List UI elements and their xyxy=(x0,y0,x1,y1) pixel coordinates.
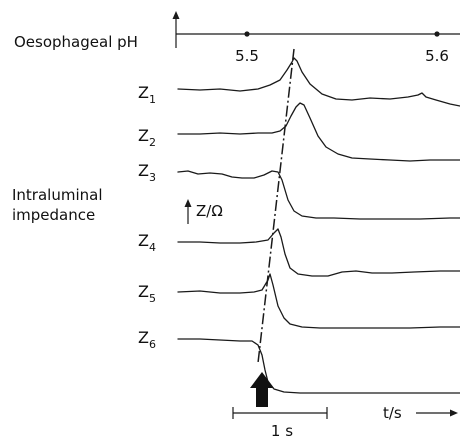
channel-label-z2: Z2 xyxy=(138,126,156,149)
impedance-trace-z1 xyxy=(177,57,460,107)
bolus-propagation-line xyxy=(257,48,295,364)
ph-tick-marker xyxy=(434,31,440,37)
impedance-scale-arrow-icon xyxy=(184,199,192,207)
ph-tick-label: 5.6 xyxy=(425,47,449,65)
impedance-trace-z3 xyxy=(177,170,460,220)
channel-label-z5: Z5 xyxy=(138,282,156,305)
channel-label-z6: Z6 xyxy=(138,328,156,351)
channel-label-z3: Z3 xyxy=(138,161,156,184)
ph-axis-arrow-icon xyxy=(172,11,180,19)
channel-label-z1: Z1 xyxy=(138,83,156,106)
up-arrow-icon xyxy=(250,372,274,407)
time-scale-label: 1 s xyxy=(271,422,293,440)
time-axis-arrow-icon xyxy=(450,409,458,417)
ph-tick-label: 5.5 xyxy=(235,47,259,65)
ph-channel-label: Oesophageal pH xyxy=(14,33,138,51)
impedance-group-label-line-1: Intraluminal xyxy=(12,186,103,204)
channel-label-z4: Z4 xyxy=(138,231,156,254)
impedance-scale-label: Z/Ω xyxy=(196,202,223,220)
impedance-trace-z2 xyxy=(177,102,460,162)
impedance-group-label-line-2: impedance xyxy=(12,206,95,224)
impedance-trace-z4 xyxy=(177,228,460,277)
time-axis-label: t/s xyxy=(383,404,402,422)
impedance-trace-z6 xyxy=(177,338,460,394)
impedance-trace-z5 xyxy=(177,273,460,329)
ph-tick-marker xyxy=(244,31,250,37)
